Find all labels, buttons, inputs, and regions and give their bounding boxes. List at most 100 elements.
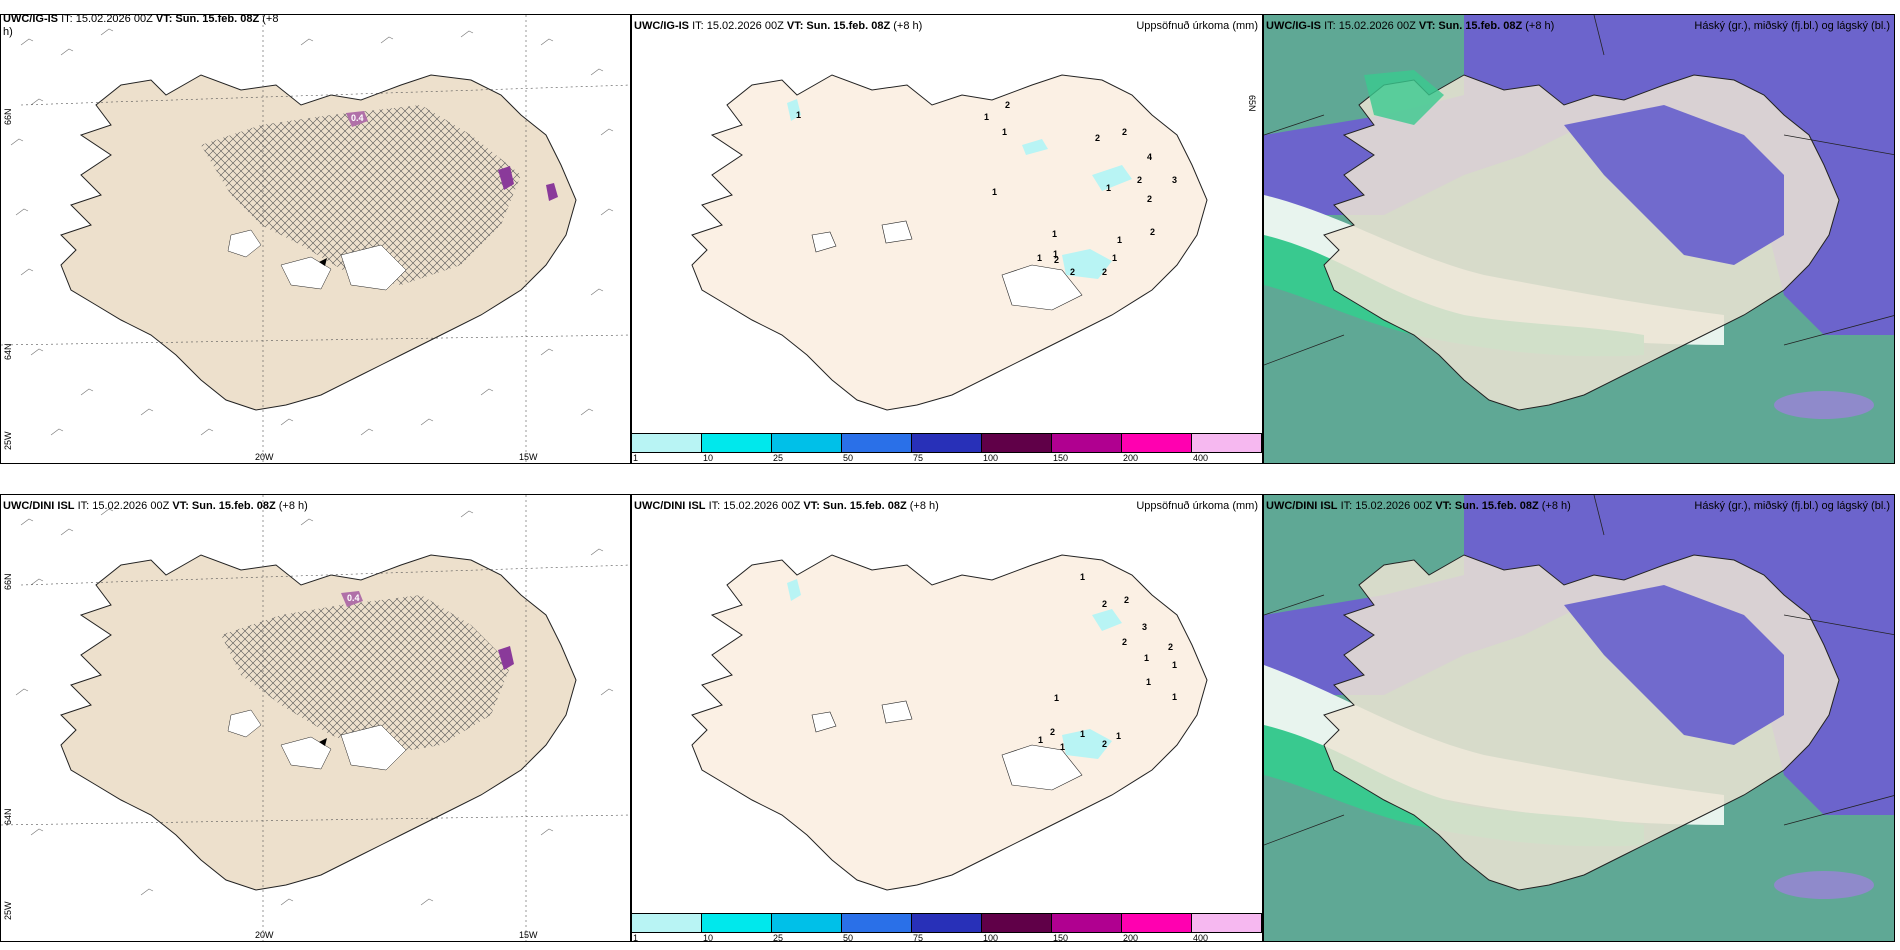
precip-value: 3 xyxy=(1172,175,1177,185)
model-name: UWC/IG-IS xyxy=(1266,20,1321,32)
colorbar-bin xyxy=(982,434,1052,452)
colorbar-bin xyxy=(1052,914,1122,932)
precip-value: 1 xyxy=(992,187,997,197)
panel-header: UWC/IG-IS IT: 15.02.2026 00Z VT: Sun. 15… xyxy=(3,14,279,39)
lat-label-66: 66N xyxy=(3,573,13,590)
valid-time: Sun. 15.feb. 08Z xyxy=(822,500,907,512)
valid-label: VT: xyxy=(155,14,173,25)
colorbar-bin xyxy=(772,434,842,452)
panel-header: UWC/DINI ISL IT: 15.02.2026 00Z VT: Sun.… xyxy=(634,500,939,513)
iceland-wind-map: 0.4 xyxy=(1,15,630,463)
valid-time: Sun. 15.feb. 08Z xyxy=(1438,20,1523,32)
colorbar-bin xyxy=(632,914,702,932)
precip-value: 1 xyxy=(1112,253,1117,263)
lead-time: (+8 h) xyxy=(1525,20,1555,32)
colorbar-bin xyxy=(842,914,912,932)
colorbar-tick: 400 xyxy=(1193,453,1209,463)
valid-time: Sun. 15.feb. 08Z xyxy=(175,14,260,25)
colorbar-tick: 25 xyxy=(773,933,784,943)
panel-header: UWC/DINI ISL IT: 15.02.2026 00Z VT: Sun.… xyxy=(3,500,308,513)
precip-value: 1 xyxy=(1172,692,1177,702)
precip-value: 1 xyxy=(1146,677,1151,687)
panel-title: Háský (gr.), miðský (fj.bl.) og lágský (… xyxy=(1694,20,1890,32)
model-name: UWC/IG-IS xyxy=(3,14,58,25)
valid-label: VT: xyxy=(1418,20,1436,32)
precip-value: 1 xyxy=(1117,235,1122,245)
init-time: IT: 15.02.2026 00Z xyxy=(1324,20,1416,32)
colorbar-bin xyxy=(912,434,982,452)
precip-value: 4 xyxy=(1147,152,1152,162)
precip-value: 2 xyxy=(1168,642,1173,652)
init-time: IT: 15.02.2026 00Z xyxy=(1340,500,1433,512)
init-time: IT: 15.02.2026 00Z xyxy=(708,500,801,512)
init-time: IT: 15.02.2026 00Z xyxy=(692,20,784,32)
precip-value: 2 xyxy=(1122,127,1127,137)
colorbar-tick: 25 xyxy=(773,453,784,463)
precip-value: 1 xyxy=(1060,742,1065,752)
colorbar-tick: 200 xyxy=(1123,933,1139,943)
precip-value: 2 xyxy=(1147,194,1152,204)
precip-value: 1 xyxy=(1037,253,1042,263)
colorbar-tick: 150 xyxy=(1053,933,1069,943)
iceland-precip-map: 1 2 2 3 2 2 1 1 1 1 1 1 2 1 1 1 2 xyxy=(691,554,1208,891)
map-panel-bottom-left: 0.4 UWC/DINI ISL IT: 15.02.2026 00Z VT: … xyxy=(0,494,631,942)
colorbar-tick: 50 xyxy=(843,453,854,463)
colorbar-tick: 10 xyxy=(703,933,714,943)
colorbar-tick: 50 xyxy=(843,933,854,943)
valid-label: VT: xyxy=(803,500,820,512)
lon-label-15: 15W xyxy=(519,452,538,462)
precip-value: 1 xyxy=(796,110,801,120)
precip-value: 2 xyxy=(1050,727,1055,737)
precip-value: 1 xyxy=(984,112,989,122)
valid-label: VT: xyxy=(1435,500,1452,512)
colorbar-bin xyxy=(1192,434,1261,452)
colorbar-bin xyxy=(1192,914,1261,932)
colorbar-tick: 100 xyxy=(983,453,999,463)
precip-value: 2 xyxy=(1122,637,1127,647)
lat-label-66: 66N xyxy=(3,108,13,125)
precip-value: 2 xyxy=(1137,175,1142,185)
colorbar-tick: 10 xyxy=(703,453,714,463)
map-panel-bottom-middle: 1 2 2 3 2 2 1 1 1 1 1 1 2 1 1 1 2 UWC/DI… xyxy=(631,494,1263,942)
precip-value: 2 xyxy=(1102,599,1107,609)
map-panel-top-right: UWC/IG-IS IT: 15.02.2026 00Z VT: Sun. 15… xyxy=(1263,14,1895,464)
precip-value: 1 xyxy=(1106,183,1111,193)
colorbar-tick: 75 xyxy=(913,453,924,463)
colorbar-bin xyxy=(1122,434,1192,452)
colorbar-tick: 75 xyxy=(913,933,924,943)
colorbar-tick: 1 xyxy=(633,933,639,943)
iceland-precip-map: 2 1 1 1 2 2 2 4 3 1 2 2 1 1 1 1 2 2 2 1 … xyxy=(691,74,1208,411)
panel-title: Háský (gr.), miðský (fj.bl.) og lágský (… xyxy=(1694,500,1890,512)
valid-label: VT: xyxy=(172,500,189,512)
colorbar-bin xyxy=(632,434,702,452)
lon-label-20: 20W xyxy=(255,452,274,462)
colorbar-bin xyxy=(702,434,772,452)
panel-title: Uppsöfnuð úrkoma (mm) xyxy=(1136,500,1258,512)
colorbar-tick: 200 xyxy=(1123,453,1139,463)
precip-value: 1 xyxy=(1080,729,1085,739)
lead-time: (+8 h) xyxy=(1541,500,1571,512)
lead-time: (+8 xyxy=(262,14,279,25)
colorbar-bin xyxy=(1122,914,1192,932)
precip-value: 2 xyxy=(1124,595,1129,605)
lat-label-64: 64N xyxy=(3,808,13,825)
colorbar-tick: 100 xyxy=(983,933,999,943)
precip-value: 1 xyxy=(1172,660,1177,670)
init-time: IT: 15.02.2026 00Z xyxy=(77,500,170,512)
panel-header: UWC/DINI ISL IT: 15.02.2026 00Z VT: Sun.… xyxy=(1266,500,1571,513)
colorbar-bin xyxy=(1052,434,1122,452)
cloud-label: 0.4 xyxy=(347,593,360,603)
precip-value: 2 xyxy=(1095,133,1100,143)
lat-label-65: 65N xyxy=(1247,95,1257,112)
precip-value: 1 xyxy=(1053,249,1058,259)
model-name: UWC/DINI ISL xyxy=(1266,500,1338,512)
colorbar-bin xyxy=(772,914,842,932)
panel-header: UWC/IG-IS IT: 15.02.2026 00Z VT: Sun. 15… xyxy=(634,20,922,33)
model-name: UWC/IG-IS xyxy=(634,20,689,32)
map-panel-top-middle: 2 1 1 1 2 2 2 4 3 1 2 2 1 1 1 1 2 2 2 1 … xyxy=(631,14,1263,464)
precip-value: 2 xyxy=(1005,100,1010,110)
colorbar xyxy=(631,433,1262,453)
model-name: UWC/DINI ISL xyxy=(634,500,706,512)
precip-value: 1 xyxy=(1054,693,1059,703)
colorbar-bin xyxy=(982,914,1052,932)
